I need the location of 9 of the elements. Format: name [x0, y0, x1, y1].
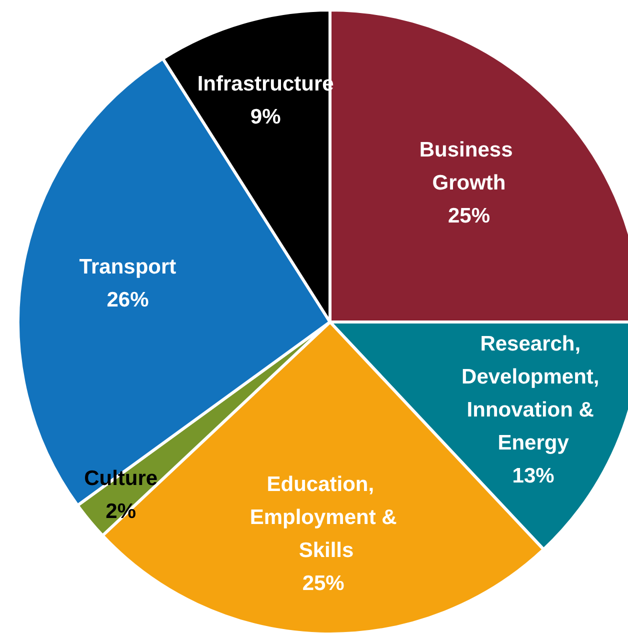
data-label: 26%	[106, 288, 150, 312]
data-label: 13%	[512, 464, 555, 488]
slice-label: Transport	[79, 255, 176, 278]
data-label: 9%	[250, 105, 282, 128]
data-label: 25%	[302, 572, 345, 596]
data-label: 25%	[448, 204, 490, 228]
slice-label: Business Growth	[419, 138, 519, 195]
slice-label: Research, Development, Innovation & Energy	[462, 332, 606, 454]
slice-label: Education, Employment & Skills	[250, 473, 397, 562]
